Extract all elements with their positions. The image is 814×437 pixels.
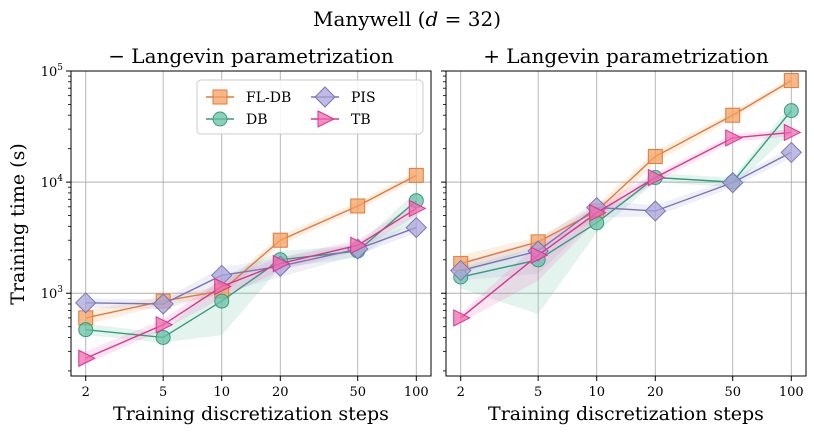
left-panel-x-ticks: 2 5 10 20 50 100 <box>82 376 429 400</box>
left-tb-line <box>85 207 417 359</box>
right-fl-db-point <box>783 73 799 89</box>
figure-title: Manywell (d = 32) <box>313 7 501 31</box>
left-panel: − Langevin parametrization 2 5 10 20 50 100 1… <box>7 44 432 425</box>
right-db-line <box>460 110 792 278</box>
right-x-tick-label: 5 <box>534 385 542 400</box>
right-tb-point <box>647 168 666 187</box>
right-pis-point <box>722 171 744 194</box>
legend-tb-marker <box>317 110 336 128</box>
left-pis-point <box>152 293 174 315</box>
right-panel-grid <box>446 70 806 376</box>
right-panel-x-axis-label: Training discretization steps <box>488 403 764 425</box>
right-fl-db-band <box>460 77 792 274</box>
right-fl-db-line <box>460 79 792 265</box>
left-db-point <box>155 329 171 345</box>
right-x-tick-label: 2 <box>457 385 465 400</box>
figure-title-rest: = 32) <box>438 7 501 31</box>
left-panel-title: − Langevin parametrization <box>108 44 394 68</box>
right-fl-db-point <box>725 107 741 123</box>
right-x-tick-label: 100 <box>779 385 804 400</box>
left-pis-point <box>75 292 97 314</box>
legend-pis-marker <box>314 86 336 108</box>
left-y-tick-label: 103 <box>41 285 64 302</box>
left-x-tick-label: 20 <box>272 385 289 400</box>
left-x-tick-label: 5 <box>159 385 167 400</box>
legend-db-marker <box>212 111 228 127</box>
y-axis-label: Training time (s) <box>7 143 29 305</box>
left-tb-band <box>85 202 417 365</box>
left-panel-frame <box>70 70 432 377</box>
right-panel-y-ticks <box>441 70 446 372</box>
right-tb-band <box>460 129 792 323</box>
right-pis-line <box>460 151 792 272</box>
left-fl-db-point <box>350 198 366 214</box>
right-db-point <box>783 103 799 119</box>
left-db-band <box>85 191 417 343</box>
left-db-line <box>85 200 417 339</box>
legend-pis-label: PIS <box>351 90 376 106</box>
left-x-tick-label: 50 <box>349 385 366 400</box>
legend-box <box>196 79 424 135</box>
left-pis-point <box>405 216 428 239</box>
left-panel-y-ticks: 103 104 105 <box>41 63 71 372</box>
left-fl-db-band <box>85 171 417 325</box>
right-tb-point <box>530 246 549 265</box>
left-x-tick-label: 10 <box>213 385 230 400</box>
legend-tb-label: TB <box>351 112 371 128</box>
right-panel-x-ticks: 2 5 10 20 50 100 <box>457 376 804 400</box>
left-tb-point <box>214 277 232 296</box>
left-tb-point <box>155 315 174 334</box>
right-tb-line <box>460 131 792 319</box>
legend-db-label: DB <box>246 112 268 128</box>
right-tb-point <box>589 203 607 222</box>
left-tb-point <box>272 254 291 273</box>
left-x-tick-label: 100 <box>404 385 429 400</box>
right-x-tick-label: 20 <box>647 385 664 400</box>
left-tb-point <box>350 236 368 255</box>
right-tb-point <box>725 129 743 147</box>
left-tb-point <box>78 349 96 368</box>
right-panel-series <box>450 73 803 327</box>
left-panel-x-axis-label: Training discretization steps <box>113 403 389 425</box>
right-tb-point <box>783 123 802 142</box>
right-pis-point <box>450 259 472 282</box>
right-pis-point <box>644 200 667 222</box>
legend-fl-db-label: FL-DB <box>246 90 291 106</box>
left-db-point <box>214 293 230 309</box>
legend: FL-DB DB PIS TB <box>196 79 424 135</box>
legend-fl-db-marker <box>212 89 228 105</box>
left-db-point <box>78 322 94 338</box>
right-panel-title: + Langevin parametrization <box>483 44 769 68</box>
left-y-tick-label: 104 <box>41 174 64 191</box>
figure-title-variable: d <box>425 7 438 31</box>
right-fl-db-point <box>647 149 663 165</box>
left-tb-point <box>408 199 427 218</box>
left-x-tick-label: 2 <box>82 385 90 400</box>
right-x-tick-label: 10 <box>588 385 605 400</box>
right-pis-point <box>780 141 803 164</box>
right-tb-point <box>453 309 471 327</box>
right-panel: + Langevin parametrization 2 5 10 20 50 100 T… <box>441 44 807 425</box>
left-panel-series <box>75 167 428 368</box>
left-y-tick-label: 105 <box>41 63 64 80</box>
right-panel-frame <box>445 70 807 377</box>
left-fl-db-point <box>272 232 288 248</box>
left-fl-db-point <box>408 167 424 183</box>
figure-title-main: Manywell ( <box>313 7 426 31</box>
right-x-tick-label: 50 <box>724 385 741 400</box>
